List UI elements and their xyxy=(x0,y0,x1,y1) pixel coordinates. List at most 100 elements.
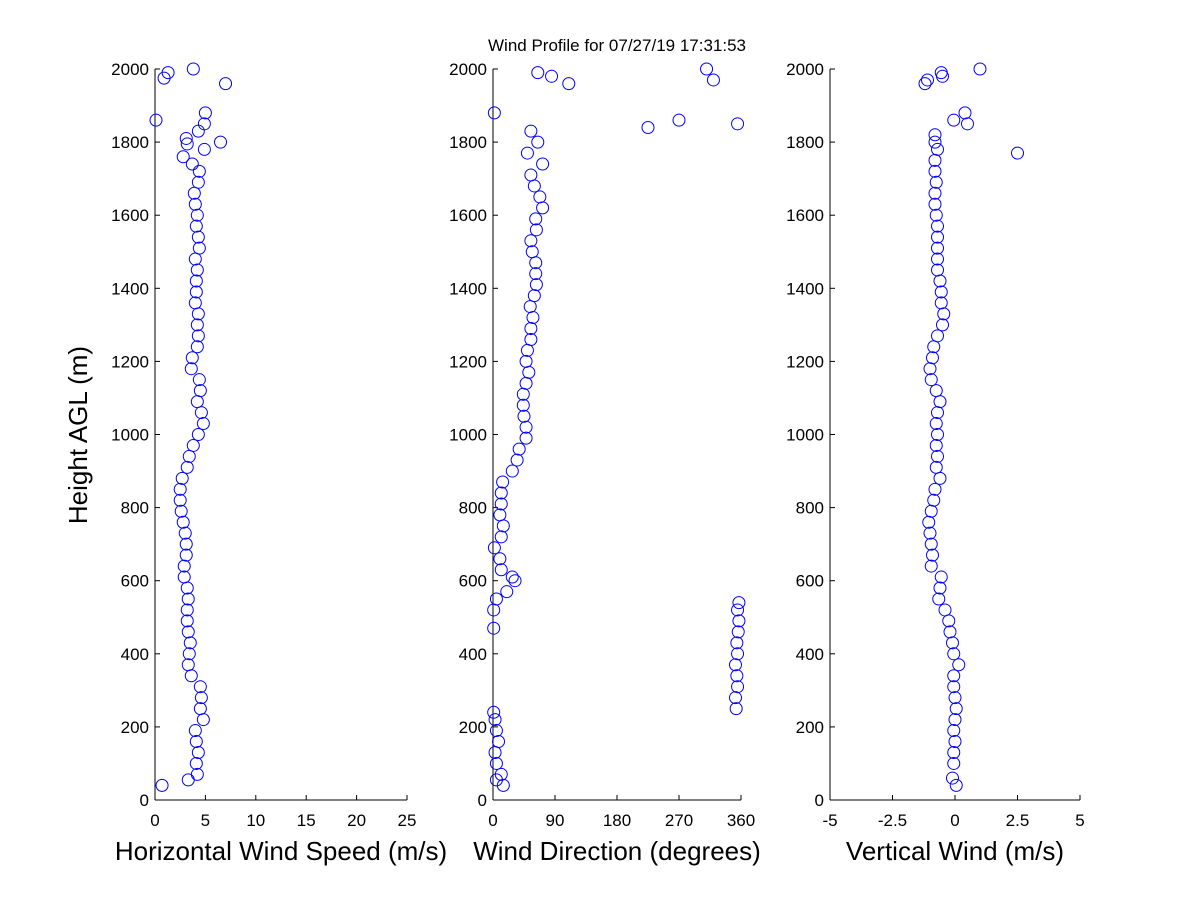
point xyxy=(505,464,519,478)
point xyxy=(180,460,194,474)
point xyxy=(519,431,533,445)
point xyxy=(931,263,944,277)
y-tick-label: 200 xyxy=(796,718,824,737)
point xyxy=(732,614,746,628)
point xyxy=(958,106,972,120)
point xyxy=(933,471,947,485)
point xyxy=(522,365,536,379)
point xyxy=(196,417,210,431)
point xyxy=(193,702,207,716)
point xyxy=(197,142,211,156)
x-tick-label: 25 xyxy=(398,811,417,830)
point xyxy=(493,552,507,566)
y-tick-label: 2000 xyxy=(786,60,824,79)
point xyxy=(947,647,961,661)
y-tick-label: 800 xyxy=(796,499,824,518)
point xyxy=(182,647,196,661)
point xyxy=(190,767,204,781)
point xyxy=(931,428,944,441)
point xyxy=(728,691,742,705)
point xyxy=(190,340,204,354)
y-tick-label: 0 xyxy=(815,791,824,810)
y-tick-label: 200 xyxy=(121,718,149,737)
point xyxy=(190,208,204,222)
point xyxy=(180,581,194,595)
point xyxy=(500,585,514,599)
point xyxy=(508,574,522,588)
y-tick-label: 2000 xyxy=(449,60,487,79)
point xyxy=(730,636,744,650)
point xyxy=(180,137,194,151)
point xyxy=(219,77,233,91)
point xyxy=(489,724,503,738)
point xyxy=(931,252,944,266)
point xyxy=(179,548,193,562)
x-tick-label: 0 xyxy=(950,811,959,830)
point xyxy=(192,164,206,178)
point xyxy=(533,190,547,204)
point xyxy=(198,106,212,120)
y-tick-label: 400 xyxy=(121,645,149,664)
point xyxy=(934,66,948,80)
point xyxy=(947,745,961,759)
point xyxy=(531,66,545,80)
point xyxy=(923,362,937,376)
point xyxy=(933,395,947,409)
point xyxy=(180,603,194,617)
point xyxy=(487,705,501,719)
point xyxy=(952,658,966,672)
x-axis-label: Wind Direction (degrees) xyxy=(473,836,761,866)
point xyxy=(524,322,538,336)
point xyxy=(706,73,720,87)
point xyxy=(188,197,202,211)
point xyxy=(931,329,944,343)
y-tick-label: 1600 xyxy=(786,206,824,225)
point xyxy=(931,241,944,255)
point xyxy=(942,614,956,628)
point xyxy=(520,343,534,357)
point xyxy=(947,756,961,770)
y-tick-label: 1400 xyxy=(449,279,487,298)
point xyxy=(523,300,537,314)
point xyxy=(186,62,200,76)
y-tick-label: 800 xyxy=(459,499,487,518)
y-tick-label: 1000 xyxy=(449,426,487,445)
point xyxy=(191,307,205,321)
y-tick-label: 1400 xyxy=(786,279,824,298)
point xyxy=(933,274,947,288)
point xyxy=(180,614,194,628)
point xyxy=(928,164,942,178)
point xyxy=(525,245,539,259)
point xyxy=(194,406,208,420)
point xyxy=(524,124,538,138)
x-tick-label: -2.5 xyxy=(878,811,907,830)
point xyxy=(188,252,202,266)
point xyxy=(946,771,959,785)
point xyxy=(157,71,171,85)
point xyxy=(918,77,932,91)
point xyxy=(524,168,538,182)
y-tick-label: 0 xyxy=(140,791,149,810)
point xyxy=(948,735,962,749)
point xyxy=(731,603,745,617)
y-tick-label: 1400 xyxy=(111,279,149,298)
point xyxy=(489,592,503,606)
y-tick-label: 200 xyxy=(459,718,487,737)
point xyxy=(189,274,203,288)
point xyxy=(929,460,943,474)
point xyxy=(516,398,530,412)
point xyxy=(510,453,524,467)
point xyxy=(185,157,199,171)
point xyxy=(943,625,957,639)
point xyxy=(194,691,208,705)
point xyxy=(184,669,198,683)
point xyxy=(181,658,195,672)
point xyxy=(936,69,949,83)
point xyxy=(947,669,961,683)
point xyxy=(173,493,187,507)
point xyxy=(923,526,937,540)
point xyxy=(191,745,205,759)
point xyxy=(189,756,203,770)
point xyxy=(931,219,944,233)
